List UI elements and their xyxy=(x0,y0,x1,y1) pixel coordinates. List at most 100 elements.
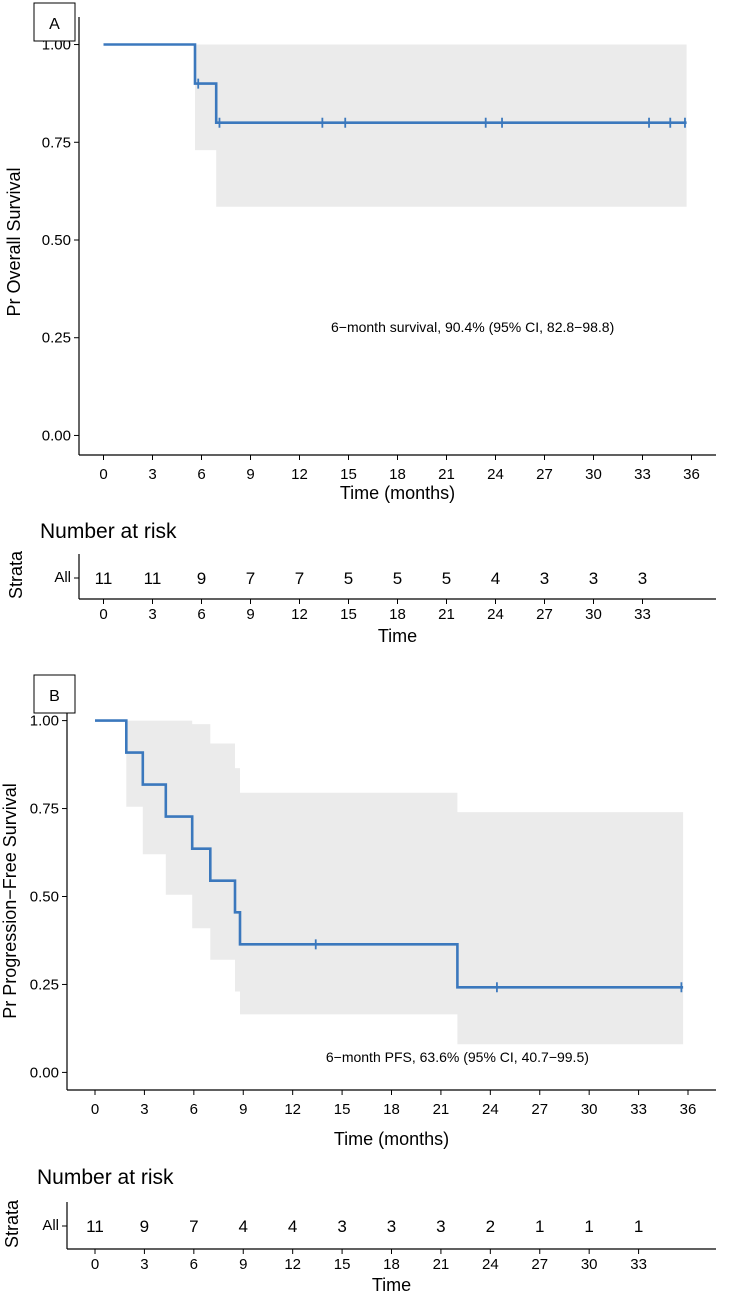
risk-count: 9 xyxy=(197,569,206,588)
x-tick-label: 9 xyxy=(239,1101,247,1118)
risk-x-tick-label: 30 xyxy=(581,1256,598,1273)
risk-count: 11 xyxy=(144,569,162,588)
risk-count: 1 xyxy=(584,1217,593,1236)
risk-x-tick-label: 3 xyxy=(140,1256,148,1273)
survival-annotation: 6−month PFS, 63.6% (95% CI, 40.7−99.5) xyxy=(326,1049,589,1065)
risk-count: 7 xyxy=(295,569,304,588)
x-tick-label: 12 xyxy=(291,466,308,483)
risk-count: 9 xyxy=(140,1217,149,1236)
panel-tag-label: A xyxy=(49,16,60,33)
strata-label: Strata xyxy=(6,550,26,599)
y-tick-label: 0.25 xyxy=(42,330,71,347)
risk-x-tick-label: 15 xyxy=(340,606,357,623)
risk-x-tick-label: 9 xyxy=(239,1256,247,1273)
risk-x-tick-label: 12 xyxy=(291,606,308,623)
risk-x-axis-label: Time xyxy=(372,1275,411,1295)
x-tick-label: 30 xyxy=(581,1101,598,1118)
panel-b: 0.000.250.500.751.000 3 6 9 12 15 18 21 24 27 30 33… xyxy=(0,674,716,1295)
x-tick-label: 3 xyxy=(140,1101,148,1118)
risk-row-label: All xyxy=(54,569,71,586)
x-tick-label: 27 xyxy=(536,466,553,483)
risk-x-tick-label: 33 xyxy=(630,1256,647,1273)
panel-tag-box xyxy=(33,674,76,714)
x-tick-label: 3 xyxy=(148,466,156,483)
risk-count: 1 xyxy=(634,1217,643,1236)
risk-count: 5 xyxy=(393,569,402,588)
x-tick-label: 15 xyxy=(340,466,357,483)
x-tick-label: 24 xyxy=(482,1101,499,1118)
risk-table-title: Number at risk xyxy=(37,1166,174,1189)
x-tick-label: 21 xyxy=(433,1101,450,1118)
risk-count: 4 xyxy=(239,1217,248,1236)
risk-x-tick-label: 0 xyxy=(99,606,107,623)
risk-count: 11 xyxy=(95,569,113,588)
risk-count: 3 xyxy=(387,1217,396,1236)
risk-x-tick-label: 24 xyxy=(482,1256,499,1273)
risk-table-title: Number at risk xyxy=(40,520,177,543)
x-tick-label: 36 xyxy=(680,1101,697,1118)
x-tick-label: 33 xyxy=(634,466,651,483)
risk-x-tick-label: 6 xyxy=(197,606,205,623)
panel-tag-label: B xyxy=(49,688,60,705)
y-tick-label: 0.00 xyxy=(42,427,71,444)
x-axis-label: Time (months) xyxy=(340,483,455,503)
y-tick-label: 0.00 xyxy=(30,1064,59,1081)
risk-x-tick-label: 9 xyxy=(246,606,254,623)
risk-x-tick-label: 6 xyxy=(190,1256,198,1273)
x-tick-label: 21 xyxy=(438,466,455,483)
survival-curve xyxy=(95,719,684,989)
panel-tag-box xyxy=(33,2,76,42)
y-tick-label: 1.00 xyxy=(30,713,59,730)
risk-x-tick-label: 15 xyxy=(334,1256,351,1273)
y-tick-label: 0.25 xyxy=(30,976,59,993)
risk-x-tick-label: 30 xyxy=(585,606,602,623)
risk-count: 3 xyxy=(540,569,549,588)
x-tick-label: 33 xyxy=(630,1101,647,1118)
survival-annotation: 6−month survival, 90.4% (95% CI, 82.8−98… xyxy=(331,319,614,335)
risk-x-axis-label: Time xyxy=(378,626,417,646)
x-tick-label: 18 xyxy=(383,1101,400,1118)
risk-x-tick-label: 21 xyxy=(438,606,455,623)
x-tick-label: 6 xyxy=(197,466,205,483)
risk-x-tick-label: 27 xyxy=(531,1256,548,1273)
x-tick-label: 6 xyxy=(190,1101,198,1118)
risk-count: 5 xyxy=(442,569,451,588)
y-axis-label: Pr Progression−Free Survival xyxy=(0,783,20,1019)
x-axis-label: Time (months) xyxy=(334,1129,449,1149)
confidence-band xyxy=(103,44,687,207)
x-tick-label: 30 xyxy=(585,466,602,483)
y-tick-label: 0.50 xyxy=(30,889,59,906)
risk-count: 11 xyxy=(86,1217,104,1236)
y-axis-label: Pr Overall Survival xyxy=(4,167,24,316)
y-tick-label: 0.75 xyxy=(42,134,71,151)
risk-x-tick-label: 12 xyxy=(284,1256,301,1273)
risk-x-tick-label: 24 xyxy=(487,606,504,623)
x-tick-label: 24 xyxy=(487,466,504,483)
risk-count: 5 xyxy=(344,569,353,588)
x-tick-label: 9 xyxy=(246,466,254,483)
risk-count: 3 xyxy=(638,569,647,588)
risk-x-tick-label: 18 xyxy=(383,1256,400,1273)
risk-count: 4 xyxy=(491,569,500,588)
risk-x-tick-label: 0 xyxy=(91,1256,99,1273)
risk-x-tick-label: 21 xyxy=(433,1256,450,1273)
x-tick-label: 27 xyxy=(531,1101,548,1118)
risk-count: 3 xyxy=(589,569,598,588)
risk-count: 3 xyxy=(436,1217,445,1236)
confidence-band xyxy=(95,720,684,1045)
x-tick-label: 0 xyxy=(91,1101,99,1118)
risk-count: 7 xyxy=(246,569,255,588)
risk-count: 3 xyxy=(337,1217,346,1236)
risk-x-tick-label: 3 xyxy=(148,606,156,623)
risk-count: 4 xyxy=(288,1217,297,1236)
x-tick-label: 15 xyxy=(334,1101,351,1118)
x-tick-label: 0 xyxy=(99,466,107,483)
panel-a: 0.000.250.500.751.000 3 6 9 12 15 18 21 24 27 30 33… xyxy=(4,2,716,646)
risk-count: 7 xyxy=(189,1217,198,1236)
risk-row-label: All xyxy=(42,1217,59,1234)
y-tick-label: 0.75 xyxy=(30,801,59,818)
strata-label: Strata xyxy=(2,1199,22,1248)
x-tick-label: 36 xyxy=(683,466,700,483)
risk-count: 2 xyxy=(486,1217,495,1236)
